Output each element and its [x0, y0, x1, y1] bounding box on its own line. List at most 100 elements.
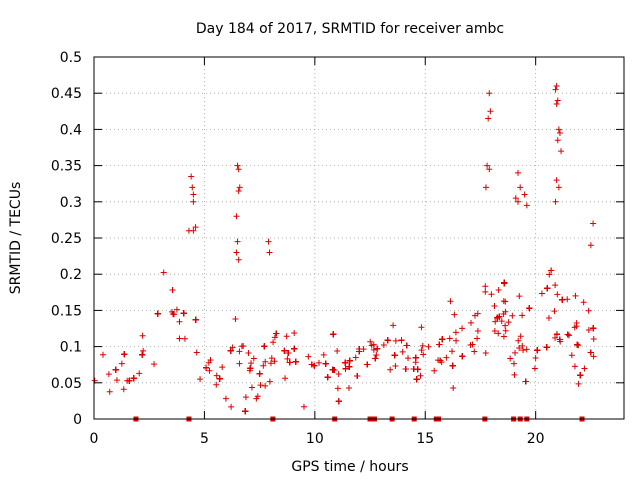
data-point [491, 327, 498, 334]
data-point [308, 361, 315, 368]
data-point [139, 332, 146, 339]
data-point [367, 338, 374, 345]
data-point [491, 303, 498, 310]
data-point [526, 305, 533, 312]
data-point [568, 352, 575, 359]
data-point [286, 359, 293, 366]
data-point [449, 362, 456, 369]
data-point [248, 360, 255, 367]
data-point [515, 169, 521, 176]
data-point [245, 349, 252, 356]
y-tick-label: 0.5 [60, 50, 82, 66]
data-point [495, 330, 502, 337]
data-point [482, 288, 489, 295]
data-point [291, 345, 298, 352]
data-point [402, 366, 409, 373]
data-point [335, 398, 342, 405]
data-point [315, 359, 322, 366]
data-point [356, 348, 363, 355]
data-point [590, 325, 597, 332]
data-point [517, 333, 524, 340]
data-point [242, 394, 249, 401]
data-point [543, 344, 550, 351]
data-point [105, 371, 112, 378]
data-point [151, 361, 158, 368]
data-point [236, 360, 243, 367]
data-point [439, 336, 446, 343]
data-point [352, 354, 359, 361]
data-point [552, 86, 559, 93]
x-tick-label: 0 [90, 431, 99, 447]
data-point [522, 378, 529, 385]
data-point [181, 335, 188, 342]
data-point [121, 351, 128, 358]
data-point [235, 256, 242, 263]
data-point [496, 313, 503, 320]
data-point [520, 347, 527, 354]
data-point [219, 364, 226, 371]
data-point [136, 370, 143, 377]
data-point [532, 355, 539, 362]
data-point [516, 293, 523, 300]
data-point [425, 343, 432, 350]
data-point [509, 312, 516, 319]
data-point [384, 337, 391, 344]
data-point [587, 242, 594, 249]
data-point [580, 299, 587, 306]
data-point [270, 339, 277, 346]
data-point [515, 198, 521, 205]
y-tick-label: 0.35 [51, 159, 82, 175]
data-point [474, 327, 481, 334]
data-point [443, 354, 450, 361]
y-tick-label: 0.25 [51, 231, 82, 247]
data-point [544, 285, 551, 292]
data-point [372, 355, 379, 362]
data-point [139, 351, 146, 358]
data-point [260, 362, 267, 369]
data-point [574, 341, 581, 348]
data-point [492, 318, 499, 325]
data-point [510, 360, 517, 367]
data-point [391, 352, 398, 359]
data-point [511, 371, 518, 378]
data-point [572, 292, 579, 299]
data-point [334, 385, 341, 392]
data-point [521, 191, 528, 198]
data-point [387, 366, 394, 373]
data-point [399, 348, 406, 355]
data-point [291, 330, 298, 337]
data-point [170, 311, 177, 318]
data-point [176, 335, 183, 342]
data-point [446, 335, 453, 342]
data-point [523, 346, 530, 353]
data-point [487, 108, 494, 115]
data-point [229, 344, 236, 351]
data-point [106, 388, 113, 395]
y-tick-label: 0.05 [51, 376, 82, 392]
data-point [517, 184, 524, 191]
data-point [502, 298, 509, 305]
x-tick-label: 15 [416, 431, 434, 447]
data-point [113, 377, 120, 384]
data-point [213, 381, 220, 388]
y-tick-label: 0.1 [60, 340, 82, 356]
data-point [459, 325, 466, 332]
data-point [248, 384, 255, 391]
data-point [180, 310, 187, 317]
data-point [558, 148, 565, 155]
data-point [482, 350, 489, 357]
data-point [447, 298, 454, 305]
data-point [502, 322, 509, 329]
data-point [500, 298, 507, 305]
data-point [154, 310, 161, 317]
data-point [512, 349, 519, 356]
data-point [346, 357, 353, 364]
data-point [236, 184, 243, 191]
data-point [160, 269, 167, 276]
data-point [555, 126, 562, 133]
data-point [414, 366, 421, 373]
data-point [590, 220, 597, 227]
data-point [531, 365, 538, 372]
data-point [571, 363, 578, 370]
